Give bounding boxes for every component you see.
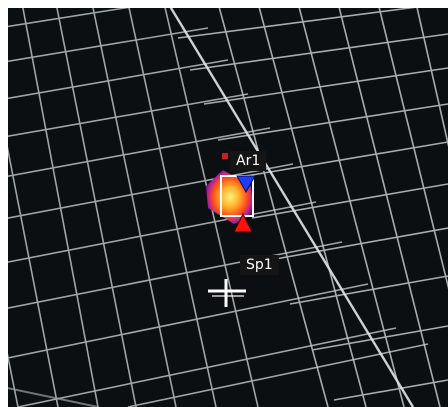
spot-label: Sp1 [240,255,279,275]
area-label: Ar1 [230,151,267,171]
max-temperature-marker [233,212,253,233]
area-label-marker [222,153,228,159]
thermal-image: Ar1 Sp1 [8,8,448,407]
solar-panel-grid-right [177,8,448,407]
thermal-scene [8,8,448,407]
solar-panel-grid [8,8,429,407]
panel-frame-edge [8,387,99,407]
spot-crosshair-icon[interactable] [208,279,246,307]
panel-frame-seam [169,8,415,407]
min-temperature-marker [236,175,256,194]
